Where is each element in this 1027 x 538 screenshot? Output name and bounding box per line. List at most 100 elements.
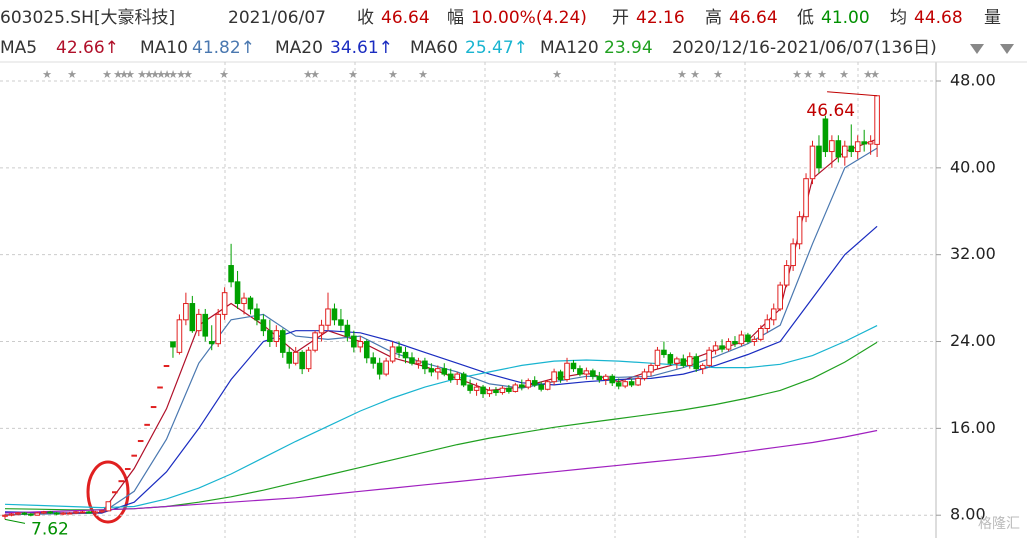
candle-body xyxy=(8,513,15,516)
candle-body xyxy=(325,308,331,326)
candle-body xyxy=(525,380,532,388)
candle-body xyxy=(583,370,590,375)
candle-body xyxy=(809,145,816,180)
event-star: ★ xyxy=(168,68,178,81)
event-star: ★ xyxy=(839,68,849,81)
candle-body xyxy=(467,384,473,391)
candle-body xyxy=(712,345,719,351)
candle-body xyxy=(874,95,880,145)
dropdown-icon[interactable] xyxy=(970,44,984,54)
candle-body xyxy=(493,389,499,394)
candle-body xyxy=(531,380,538,386)
legend-name: MA60 xyxy=(410,38,458,58)
candle-body xyxy=(338,319,344,326)
field-label: 高 xyxy=(705,8,722,28)
candle-body xyxy=(641,371,648,379)
event-star: ★ xyxy=(348,68,358,81)
event-star: ★ xyxy=(863,68,873,81)
candle-body xyxy=(40,511,47,514)
y-tick-label: 32.00 xyxy=(950,244,996,263)
event-star: ★ xyxy=(870,68,880,81)
annotation-arrow xyxy=(827,91,878,97)
event-star: ★ xyxy=(67,68,77,81)
legend-value: 42.66↑ xyxy=(56,38,119,58)
candle-body xyxy=(105,501,112,512)
candle-body xyxy=(635,377,641,386)
candle-body xyxy=(299,351,305,370)
field-label: 量 xyxy=(984,8,1001,28)
candle-body xyxy=(538,384,544,390)
candle-body xyxy=(357,341,364,348)
y-tick-label: 40.00 xyxy=(950,157,996,176)
field-value: 46.64 xyxy=(729,8,778,28)
candle-body xyxy=(79,511,86,514)
y-tick-label: 16.00 xyxy=(950,418,996,437)
candle-body xyxy=(34,512,41,516)
candle-body xyxy=(273,330,280,343)
event-star: ★ xyxy=(418,68,428,81)
candle-body xyxy=(674,358,680,364)
candle-body xyxy=(745,334,751,343)
candle-body xyxy=(609,375,616,384)
candle-body xyxy=(351,335,357,348)
candle-body xyxy=(486,389,493,395)
candle-body xyxy=(228,265,234,283)
candle-body xyxy=(92,511,99,514)
candle-body xyxy=(447,373,454,381)
candle-body xyxy=(596,375,603,381)
stock-code: 603025.SH[大豪科技] xyxy=(0,7,175,28)
candle-body xyxy=(725,341,732,350)
candle-body xyxy=(796,216,803,245)
candle-body xyxy=(247,297,254,310)
candle-body xyxy=(829,140,835,153)
candle-body xyxy=(441,368,448,375)
candle-body xyxy=(279,330,286,353)
y-tick-label: 48.00 xyxy=(950,70,996,89)
candle-body xyxy=(544,381,551,390)
candle-body xyxy=(137,440,144,443)
y-tick-label: 24.00 xyxy=(950,331,996,350)
candle-body xyxy=(680,358,687,366)
candle-body xyxy=(480,386,486,395)
candle-body xyxy=(53,512,60,515)
dropdown-icon[interactable] xyxy=(1000,44,1014,54)
candle-body xyxy=(842,145,848,158)
watermark: 格隆汇 xyxy=(978,516,1020,532)
field-value: 10.00%(4.24) xyxy=(471,8,587,28)
event-star: ★ xyxy=(303,68,313,81)
candle-body xyxy=(292,351,299,364)
candle-body xyxy=(648,364,654,373)
candle-body xyxy=(267,330,273,343)
field-label: 开 xyxy=(612,8,629,28)
candle-body xyxy=(816,145,822,169)
candle-body xyxy=(331,308,338,321)
candle-body xyxy=(519,384,525,388)
annotation-arrow xyxy=(4,518,26,524)
candle-body xyxy=(73,511,79,514)
candle-body xyxy=(176,319,183,353)
candle-body xyxy=(551,371,557,383)
event-star: ★ xyxy=(817,68,827,81)
candle-body xyxy=(770,308,777,321)
candle-body xyxy=(370,357,377,364)
candle-body xyxy=(699,364,706,370)
event-star: ★ xyxy=(552,68,562,81)
candle-body xyxy=(777,284,784,310)
candle-body xyxy=(305,349,312,370)
event-star: ★ xyxy=(713,68,723,81)
event-star: ★ xyxy=(219,68,229,81)
candle-body xyxy=(590,370,596,377)
annotation-label: 7.62 xyxy=(31,519,69,538)
event-star: ★ xyxy=(42,68,52,81)
candle-body xyxy=(622,381,628,387)
annotation-label: 46.64 xyxy=(806,101,855,121)
candle-body xyxy=(2,514,8,517)
field-label: 幅 xyxy=(447,8,464,28)
candle-body xyxy=(460,373,467,386)
field-label: 低 xyxy=(797,8,814,28)
candle-body xyxy=(409,357,415,364)
candle-body xyxy=(202,313,209,337)
candle-body xyxy=(822,118,829,153)
candle-body xyxy=(131,454,137,457)
